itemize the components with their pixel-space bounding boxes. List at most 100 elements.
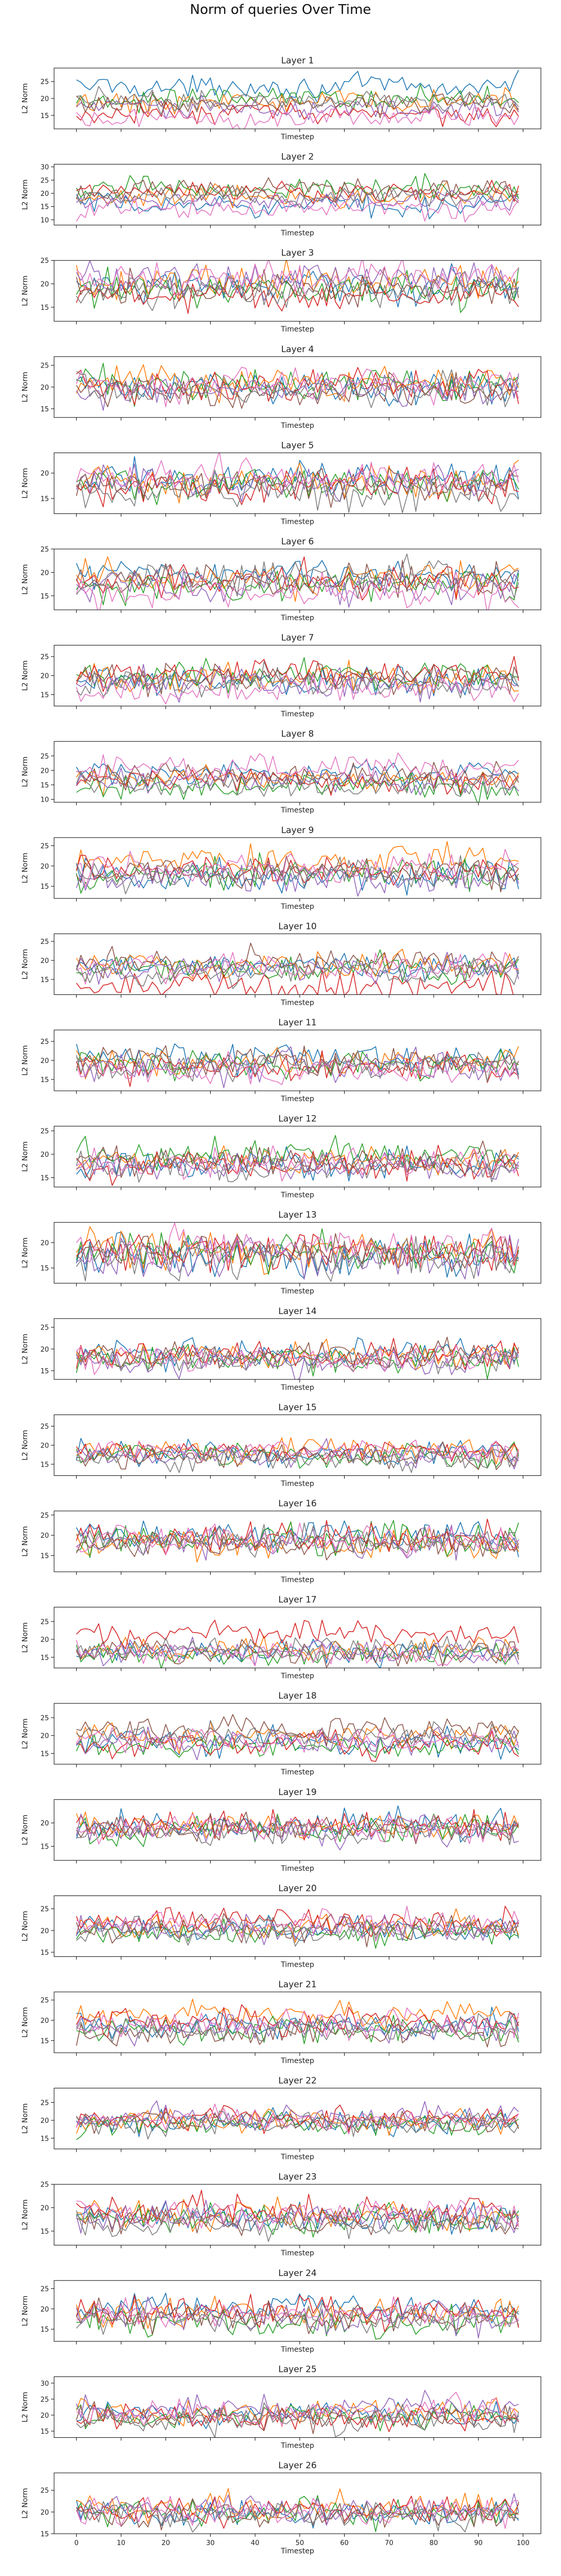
series-line bbox=[76, 957, 519, 989]
series-line bbox=[76, 2496, 519, 2529]
x-tick-label: 50 bbox=[296, 2539, 304, 2547]
y-tick-label: 15 bbox=[40, 304, 49, 312]
x-axis-label: Timestep bbox=[280, 614, 314, 622]
x-tick-label: 10 bbox=[117, 2539, 126, 2547]
series-line bbox=[76, 1727, 519, 1754]
series-line bbox=[76, 185, 519, 209]
y-tick-label: 20 bbox=[40, 957, 49, 965]
subplot-layer-23: Layer 23 15 20 25 L2 Norm Timestep bbox=[21, 2172, 541, 2257]
y-tick-label: 25 bbox=[40, 1038, 49, 1046]
series-line bbox=[76, 560, 519, 598]
y-tick-label: 15 bbox=[40, 2531, 49, 2538]
subplot-layer-13: Layer 13 15 20 L2 Norm Timestep bbox=[21, 1210, 541, 1295]
x-axis-label: Timestep bbox=[280, 2547, 314, 2555]
y-tick-label: 15 bbox=[40, 1654, 49, 1662]
series-line bbox=[76, 2498, 519, 2531]
y-tick-label: 25 bbox=[40, 843, 49, 851]
figure-title: Norm of queries Over Time bbox=[190, 2, 371, 18]
x-axis-label: Timestep bbox=[280, 1865, 314, 1873]
y-tick-label: 25 bbox=[40, 1618, 49, 1626]
series-group bbox=[76, 70, 519, 129]
y-tick-label: 20 bbox=[40, 1733, 49, 1740]
y-axis-label: L2 Norm bbox=[21, 564, 29, 594]
x-axis-label: Timestep bbox=[280, 2441, 314, 2450]
series-line bbox=[76, 1720, 519, 1751]
y-tick-label: 25 bbox=[40, 362, 49, 370]
y-tick-label: 15 bbox=[40, 976, 49, 984]
y-tick-label: 25 bbox=[40, 1423, 49, 1431]
y-tick-label: 20 bbox=[40, 384, 49, 392]
x-tick-label: 0 bbox=[74, 2539, 78, 2547]
y-tick-label: 20 bbox=[40, 2412, 49, 2420]
subplot-layer-19: Layer 19 15 20 L2 Norm Timestep bbox=[21, 1787, 541, 1873]
subplot-title: Layer 7 bbox=[281, 633, 314, 643]
y-tick-label: 20 bbox=[40, 2117, 49, 2125]
subplot-layer-1: Layer 1 15 20 25 L2 Norm Timestep bbox=[21, 56, 541, 141]
y-tick-label: 15 bbox=[40, 1949, 49, 1957]
series-line bbox=[76, 1636, 519, 1661]
y-tick-label: 25 bbox=[40, 546, 49, 554]
series-line bbox=[76, 571, 519, 606]
y-tick-label: 15 bbox=[40, 1265, 49, 1273]
series-line bbox=[76, 1620, 519, 1650]
x-tick-label: 80 bbox=[430, 2539, 438, 2547]
subplot-title: Layer 19 bbox=[278, 1787, 316, 1798]
series-line bbox=[76, 92, 519, 119]
series-group bbox=[76, 942, 519, 995]
subplot-layer-20: Layer 20 15 20 25 L2 Norm Timestep bbox=[21, 1883, 541, 1969]
y-tick-label: 15 bbox=[40, 2428, 49, 2436]
series-line bbox=[76, 2296, 519, 2328]
y-tick-label: 25 bbox=[40, 2487, 49, 2495]
series-line bbox=[76, 1714, 519, 1746]
series-line bbox=[76, 1222, 519, 1267]
subplot-title: Layer 13 bbox=[278, 1210, 316, 1220]
series-line bbox=[76, 568, 519, 608]
series-group bbox=[76, 1519, 519, 1563]
series-line bbox=[76, 2200, 519, 2233]
y-tick-label: 20 bbox=[40, 2205, 49, 2213]
series-group bbox=[76, 841, 519, 897]
y-tick-label: 15 bbox=[40, 883, 49, 891]
axes-frame bbox=[54, 1799, 541, 1861]
subplot-layer-15: Layer 15 15 20 25 L2 Norm Timestep bbox=[21, 1402, 541, 1488]
series-line bbox=[76, 2493, 519, 2526]
y-tick-label: 20 bbox=[40, 1532, 49, 1540]
subplot-layer-26: Layer 26 15 20 25 L2 Norm 0 10 20 30 40 50 60 70 80 90… bbox=[21, 2461, 541, 2555]
y-tick-label: 15 bbox=[40, 1368, 49, 1375]
series-line bbox=[76, 1813, 519, 1844]
series-line bbox=[76, 2017, 519, 2048]
subplot-layer-12: Layer 12 15 20 25 L2 Norm Timestep bbox=[21, 1114, 541, 1200]
series-line bbox=[76, 367, 519, 406]
series-line bbox=[76, 1520, 519, 1558]
series-line bbox=[76, 2006, 519, 2040]
y-axis-label: L2 Norm bbox=[21, 1911, 29, 1941]
y-tick-label: 15 bbox=[40, 1174, 49, 1182]
subplot-layer-25: Layer 25 15 20 25 30 L2 Norm Timestep bbox=[21, 2364, 541, 2450]
series-group bbox=[76, 656, 519, 705]
series-line bbox=[76, 2499, 519, 2533]
y-tick-label: 30 bbox=[40, 2380, 49, 2388]
y-tick-label: 20 bbox=[40, 1346, 49, 1354]
series-group bbox=[76, 1905, 519, 1949]
series-line bbox=[76, 841, 519, 878]
y-tick-label: 25 bbox=[40, 2396, 49, 2404]
x-tick-label: 90 bbox=[474, 2539, 483, 2547]
y-tick-label: 20 bbox=[40, 95, 49, 103]
series-line bbox=[76, 467, 519, 508]
y-tick-label: 15 bbox=[40, 1076, 49, 1084]
series-line bbox=[76, 2402, 519, 2438]
y-tick-label: 25 bbox=[40, 1906, 49, 1914]
subplot-layer-24: Layer 24 15 20 25 L2 Norm Timestep bbox=[21, 2268, 541, 2354]
x-axis-label: Timestep bbox=[280, 2057, 314, 2065]
y-tick-label: 25 bbox=[40, 78, 49, 86]
y-tick-label: 20 bbox=[40, 1636, 49, 1644]
subplot-title: Layer 16 bbox=[278, 1499, 316, 1509]
series-line bbox=[76, 1729, 519, 1762]
y-tick-label: 20 bbox=[40, 190, 49, 198]
y-tick-label: 20 bbox=[40, 281, 49, 289]
series-line bbox=[76, 86, 519, 115]
series-line bbox=[76, 372, 519, 409]
y-tick-label: 25 bbox=[40, 2099, 49, 2107]
y-tick-label: 20 bbox=[40, 569, 49, 577]
